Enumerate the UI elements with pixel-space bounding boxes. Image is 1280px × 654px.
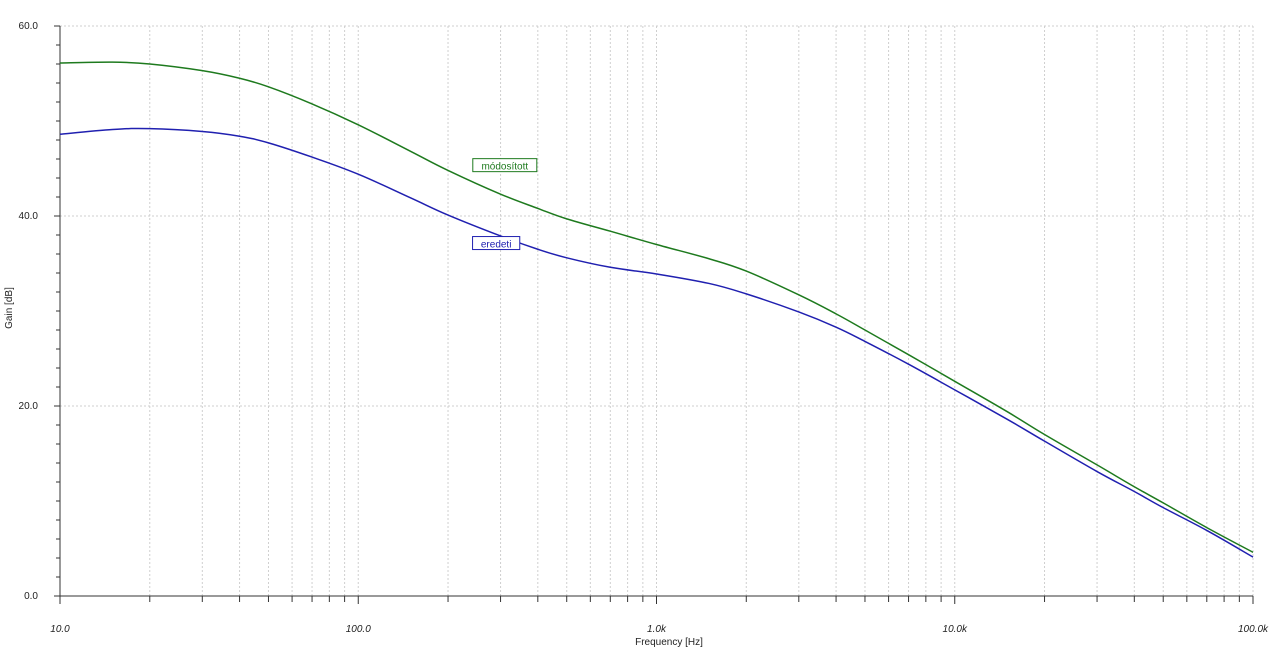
grid-lines — [60, 25, 1254, 596]
series-label-1: módosított — [472, 158, 538, 173]
series-label-2: eredeti — [472, 236, 521, 251]
series-label-box — [472, 236, 521, 251]
x-tick-label: 10.0 — [50, 624, 70, 635]
x-axis-label: Frequency [Hz] — [635, 637, 703, 648]
x-tick-label: 100.0k — [1238, 624, 1269, 635]
tick-labels: 0.0 20.0 40.0 60.0 10.0 100.0 1.0k 10.0k 100.0k — [19, 21, 1269, 635]
x-tick-label: 100.0 — [346, 624, 371, 635]
y-tick-label: 60.0 — [19, 21, 39, 32]
series-lines — [59, 61, 1254, 558]
y-tick-label: 0.0 — [24, 591, 38, 602]
series-line-2 — [59, 127, 1254, 558]
y-axis-label: Gain [dB] — [4, 287, 15, 329]
y-tick-label: 20.0 — [19, 401, 39, 412]
y-tick-label: 40.0 — [19, 211, 39, 222]
tick-marks — [54, 25, 1254, 604]
x-tick-label: 10.0k — [943, 624, 968, 635]
series-label-text: eredeti — [481, 240, 512, 251]
series-label-box — [472, 158, 538, 173]
series-label-text: módosított — [481, 162, 528, 173]
x-tick-label: 1.0k — [647, 624, 667, 635]
series-line-1 — [59, 61, 1254, 553]
series-labels: módosított eredeti — [472, 158, 538, 251]
